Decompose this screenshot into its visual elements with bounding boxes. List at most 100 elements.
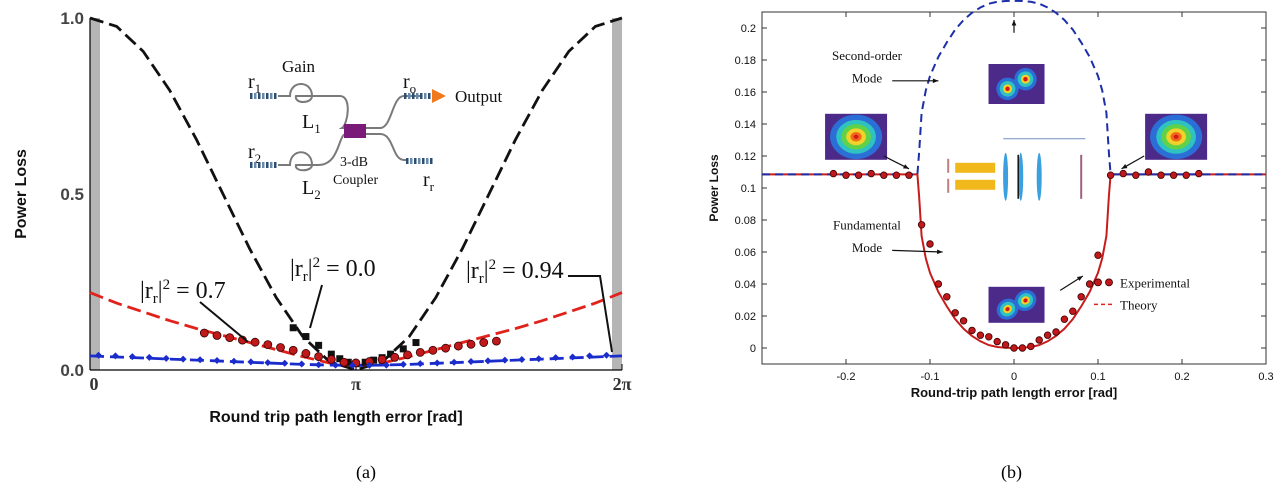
data-point: [934, 280, 943, 288]
fiber-grating-rr: [406, 158, 409, 164]
center-schematic: [947, 138, 1086, 201]
beam-ring: [1173, 134, 1179, 139]
beam-ring: [853, 134, 859, 139]
fiber-grating-ro: [408, 93, 411, 99]
label-sub: o: [410, 81, 417, 96]
data-point: [428, 345, 438, 355]
annot-value: = 0.94: [496, 258, 564, 284]
data-point: [1085, 280, 1094, 288]
data-point: [880, 171, 888, 179]
data-point: [263, 340, 273, 350]
data-point: [892, 171, 901, 179]
arrow-head: [1011, 20, 1017, 26]
annot-bar: |: [308, 256, 313, 282]
label-fundamental-1: Fundamental: [833, 218, 901, 233]
annot-sup: 2: [313, 255, 321, 271]
data-point: [1043, 331, 1052, 339]
data-point: [441, 343, 451, 353]
lens-icon: [1003, 152, 1009, 201]
data-point: [315, 341, 323, 349]
fiber-out-lower: [366, 133, 408, 161]
data-point: [1182, 171, 1190, 179]
label-sub: 1: [314, 121, 321, 136]
label-main: L: [302, 177, 314, 199]
data-point: [128, 353, 136, 361]
y-tick-label: 0.16: [735, 87, 756, 99]
fiber-grating-r2: [258, 162, 261, 168]
annot-sub: r: [303, 269, 308, 285]
mirror-lower: [947, 178, 950, 193]
fiber-grating-ro: [428, 93, 431, 99]
right-edge-bar: [612, 18, 622, 370]
y-tick-label: 1.0: [60, 9, 84, 28]
label-sub: 2: [255, 151, 262, 166]
data-point: [829, 169, 838, 178]
annotation-r07: |rr|2 = 0.7: [140, 277, 226, 307]
data-point: [399, 345, 407, 353]
data-point: [1077, 293, 1085, 301]
y-tick-label: 0.1: [741, 183, 756, 195]
data-point: [327, 350, 335, 358]
annot-prefix: |r: [466, 258, 479, 284]
data-point: [535, 355, 543, 363]
data-point: [943, 293, 951, 301]
arrow-head: [937, 249, 943, 255]
fundamental-lobe-beam: [988, 286, 1045, 323]
data-point: [288, 345, 298, 355]
fiber-grating-rr: [410, 158, 413, 164]
data-point: [1035, 336, 1043, 344]
output-arrow-icon: [432, 89, 446, 103]
left-edge-bar: [90, 18, 100, 370]
label-main: r: [248, 71, 255, 93]
fiber-grating-r2: [262, 162, 265, 168]
data-point: [390, 352, 400, 362]
fiber-grating-rr: [418, 158, 421, 164]
fiber-grating-r2: [250, 162, 253, 168]
annot-sub: r: [479, 271, 484, 287]
beam-lobe: [1023, 298, 1028, 303]
data-point: [1195, 169, 1203, 178]
data-point: [416, 360, 424, 368]
data-point: [302, 333, 310, 341]
data-point: [213, 356, 221, 364]
inset-coupler-line2: Coupler: [333, 173, 378, 188]
data-point: [247, 358, 255, 366]
fiber-grating-rr: [422, 158, 425, 164]
data-point: [1010, 344, 1018, 352]
data-point: [415, 347, 425, 357]
label-main: L: [302, 111, 314, 133]
data-point: [602, 351, 610, 359]
data-point: [162, 354, 170, 362]
data-point: [1060, 315, 1069, 323]
arrow-head: [1076, 276, 1083, 281]
data-point: [905, 171, 913, 179]
fiber-grating-ro: [412, 93, 415, 99]
data-point: [450, 358, 458, 366]
data-point: [842, 171, 850, 179]
y-axis-label: Power Loss: [707, 154, 721, 222]
chart-panel-a: 0.0 0.5 1.0 0 π 2π Round trip path length erro…: [0, 0, 640, 493]
data-point: [1132, 171, 1140, 179]
y-tick-label: 0: [750, 343, 756, 355]
data-point: [867, 169, 875, 178]
data-point: [518, 355, 526, 363]
label-sub: 2: [314, 187, 321, 202]
data-point: [569, 353, 577, 361]
data-point: [1018, 344, 1027, 352]
data-point: [289, 324, 297, 332]
data-point: [230, 357, 238, 365]
y-tick-label: 0.12: [735, 151, 756, 163]
data-point: [250, 337, 260, 347]
annot-value: = 0.0: [320, 256, 376, 282]
arrow-head: [1121, 164, 1128, 169]
x-tick-label: -0.2: [837, 371, 856, 383]
data-point: [281, 359, 289, 367]
y-tick-label: 0.08: [735, 215, 756, 227]
data-point: [348, 361, 356, 369]
y-tick-label: 0.5: [60, 185, 84, 204]
arrow-head: [903, 164, 909, 169]
x-tick-label: 0.1: [1090, 371, 1105, 383]
fiber-grating-ro: [420, 93, 423, 99]
data-point: [959, 317, 968, 325]
gain-block-lower: [955, 179, 996, 190]
